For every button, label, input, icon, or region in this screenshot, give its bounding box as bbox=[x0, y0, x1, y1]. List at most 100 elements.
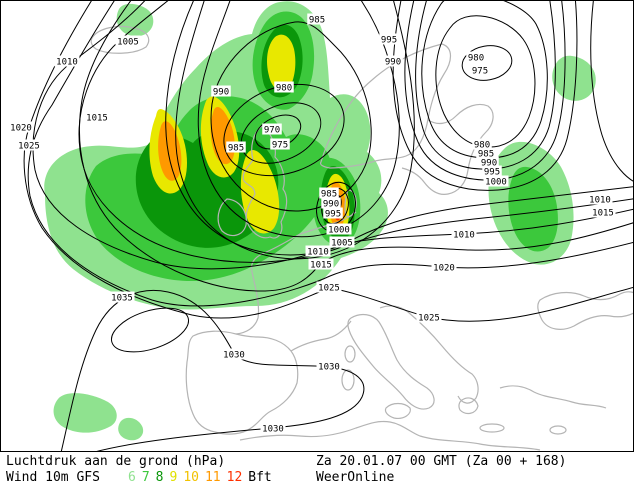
isobar-label: 1005 bbox=[115, 35, 141, 48]
coastline bbox=[217, 198, 247, 237]
isobar-label: 1015 bbox=[308, 258, 334, 271]
coastline bbox=[239, 420, 541, 451]
svg-text:1020: 1020 bbox=[10, 124, 32, 134]
svg-text:1025: 1025 bbox=[18, 142, 40, 152]
wind-label: Wind 10m GFS bbox=[6, 470, 100, 485]
svg-text:970: 970 bbox=[264, 126, 280, 136]
coastline bbox=[344, 345, 356, 363]
svg-text:1010: 1010 bbox=[307, 248, 329, 258]
bft-scale-value: 11 bbox=[204, 470, 221, 485]
isobar-label: 1010 bbox=[587, 193, 613, 206]
bft-scale-value: 8 bbox=[155, 470, 164, 485]
svg-text:995: 995 bbox=[484, 168, 500, 178]
isobar-label: 970 bbox=[262, 123, 282, 136]
isobar-label: 990 bbox=[383, 55, 403, 68]
isobar-label: 1020 bbox=[8, 121, 34, 134]
svg-text:980: 980 bbox=[474, 141, 490, 151]
coastline bbox=[549, 425, 567, 435]
bft-scale-value: 9 bbox=[169, 470, 178, 485]
svg-text:990: 990 bbox=[323, 200, 339, 210]
isobar-label: 985 bbox=[476, 147, 496, 160]
isobar-label: 990 bbox=[479, 156, 499, 169]
coastlines-layer bbox=[90, 25, 634, 451]
svg-text:985: 985 bbox=[309, 16, 325, 26]
coastline bbox=[537, 291, 634, 330]
coastline bbox=[235, 233, 301, 335]
isobar bbox=[210, 21, 372, 212]
wind-area-bft9 bbox=[240, 150, 280, 234]
bft-unit-label: Bft bbox=[248, 470, 272, 485]
svg-text:1030: 1030 bbox=[223, 351, 245, 361]
isobar-label: 1030 bbox=[260, 422, 286, 435]
svg-text:1030: 1030 bbox=[318, 363, 340, 373]
isobar bbox=[79, 0, 634, 292]
datetime-label: Za 20.01.07 00 GMT (Za 00 + 168) bbox=[316, 454, 567, 469]
svg-text:1015: 1015 bbox=[310, 261, 332, 271]
isobar-label: 985 bbox=[226, 141, 246, 154]
coastline bbox=[499, 385, 607, 409]
wind-area-bft6 bbox=[118, 417, 144, 441]
isobar-label: 985 bbox=[307, 13, 327, 26]
isobar bbox=[421, 0, 548, 159]
wind-area-bft7 bbox=[508, 166, 558, 252]
svg-text:1005: 1005 bbox=[117, 38, 139, 48]
svg-text:1010: 1010 bbox=[56, 58, 78, 68]
svg-text:985: 985 bbox=[321, 190, 337, 200]
svg-text:985: 985 bbox=[478, 150, 494, 160]
svg-text:1020: 1020 bbox=[433, 264, 455, 274]
isobar-label: 995 bbox=[323, 207, 343, 220]
svg-text:990: 990 bbox=[385, 58, 401, 68]
svg-text:980: 980 bbox=[468, 54, 484, 64]
wind-area-bft9 bbox=[267, 34, 296, 92]
svg-text:1015: 1015 bbox=[86, 114, 108, 124]
isobar-labels-layer: 1005101010151020102599098597097598098599… bbox=[8, 13, 616, 435]
svg-text:1000: 1000 bbox=[485, 178, 507, 188]
isobar-label: 995 bbox=[379, 33, 399, 46]
svg-text:1005: 1005 bbox=[331, 239, 353, 249]
isobar-label: 980 bbox=[472, 138, 492, 151]
isobar bbox=[78, 0, 634, 263]
isobar-label: 1035 bbox=[109, 291, 135, 304]
isobar bbox=[435, 15, 536, 148]
isobar-label: 975 bbox=[470, 64, 490, 77]
svg-text:975: 975 bbox=[472, 67, 488, 77]
isobar-label: 1005 bbox=[329, 236, 355, 249]
isobar bbox=[111, 307, 189, 353]
bft-scale-value: 10 bbox=[183, 470, 199, 485]
pressure-label: Luchtdruk aan de grond (hPa) bbox=[6, 454, 226, 469]
isobar-label: 980 bbox=[466, 51, 486, 64]
isobar-label: 1000 bbox=[326, 223, 352, 236]
svg-text:1025: 1025 bbox=[418, 314, 440, 324]
isobar-label: 975 bbox=[270, 138, 290, 151]
svg-text:1010: 1010 bbox=[453, 231, 475, 241]
bft-scale: 6 7 8 9 10 11 12 Bft bbox=[128, 471, 278, 485]
isobar-label: 990 bbox=[321, 197, 341, 210]
svg-text:975: 975 bbox=[272, 141, 288, 151]
wind-area-bft6 bbox=[552, 55, 596, 101]
isobar bbox=[461, 45, 513, 81]
isobar-label: 995 bbox=[482, 165, 502, 178]
svg-text:990: 990 bbox=[481, 159, 497, 169]
isobar bbox=[223, 83, 345, 177]
svg-text:980: 980 bbox=[276, 84, 292, 94]
svg-text:995: 995 bbox=[325, 210, 341, 220]
isobar-label: 990 bbox=[211, 85, 231, 98]
svg-text:1010: 1010 bbox=[589, 196, 611, 206]
svg-text:1015: 1015 bbox=[592, 209, 614, 219]
svg-text:1000: 1000 bbox=[328, 226, 350, 236]
isobar bbox=[590, 0, 634, 183]
svg-text:1025: 1025 bbox=[318, 284, 340, 294]
isobar bbox=[392, 0, 578, 191]
isobar-label: 1025 bbox=[316, 281, 342, 294]
svg-text:995: 995 bbox=[381, 36, 397, 46]
wind-area-bft6 bbox=[116, 3, 154, 37]
isobar-label: 1025 bbox=[416, 311, 442, 324]
coastline bbox=[347, 313, 435, 410]
weather-map: 1005 1010 1015 1020 1025 990 985 970 975 980 985 99… bbox=[0, 0, 634, 452]
isobar-label: 985 bbox=[319, 187, 339, 200]
isobar-label: 1010 bbox=[451, 228, 477, 241]
isobar-label: 1030 bbox=[316, 360, 342, 373]
coastline bbox=[341, 369, 355, 391]
isobar-label: 1010 bbox=[54, 55, 80, 68]
coastline bbox=[319, 43, 452, 169]
